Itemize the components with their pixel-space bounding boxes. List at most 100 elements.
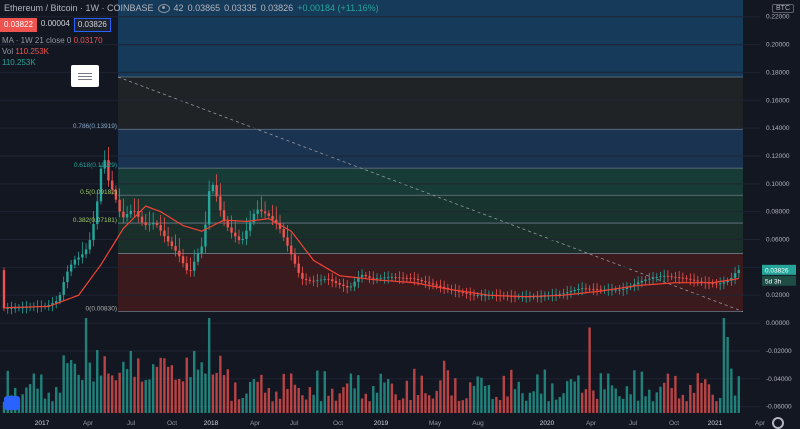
candle-body [323, 278, 326, 280]
time-tick: 2020 [540, 420, 555, 427]
volume-bar [92, 381, 95, 413]
time-tick: Apr [586, 420, 597, 427]
candle-body [472, 294, 476, 296]
volume-bar [286, 388, 289, 413]
candle-body [435, 284, 438, 286]
candle-body [401, 277, 405, 279]
candle-body [181, 256, 185, 264]
candle-body [122, 211, 125, 218]
candle-body [610, 289, 614, 291]
price-tick: 0.18000 [766, 69, 790, 76]
volume-bar [181, 381, 185, 413]
candle-body [375, 278, 379, 279]
volume-bar [659, 386, 662, 413]
volume-bar [480, 377, 483, 413]
candle-body [413, 278, 416, 280]
fib-band [118, 253, 743, 312]
candle-body [420, 280, 423, 282]
candle-body [319, 279, 323, 281]
eye-icon[interactable] [157, 3, 170, 13]
currency-badge[interactable]: BTC [772, 4, 794, 13]
volume-bar [129, 351, 133, 413]
volume-bar [636, 400, 640, 413]
volume-bar [614, 388, 617, 413]
candle-body [193, 261, 196, 271]
candle-body [148, 224, 151, 226]
volume-bar [689, 385, 692, 413]
volume-bar [413, 368, 416, 413]
candle-body [110, 180, 114, 190]
volume-bar [525, 400, 528, 413]
volume-bar [394, 394, 397, 413]
candle-body [293, 254, 297, 264]
volume-bar [263, 392, 267, 413]
volume-bar [562, 393, 565, 413]
volume-bar [241, 398, 244, 413]
volume-bar [633, 370, 636, 413]
volume-bar [551, 383, 554, 413]
candle-body [178, 250, 181, 257]
buy-button[interactable]: 0.03826 [73, 18, 111, 32]
volume-bar [166, 366, 170, 413]
volume-bar [21, 394, 24, 413]
volume-bar [428, 395, 431, 413]
candle-body [125, 214, 129, 218]
volume-bar [137, 358, 140, 413]
volume-bar [390, 383, 394, 413]
candle-body [103, 160, 106, 169]
volume-bar [55, 387, 58, 413]
volume-bar [207, 318, 211, 413]
candle-body [562, 293, 565, 295]
volume-bar [618, 396, 621, 413]
volume-bar [442, 360, 446, 413]
volume-bar [364, 393, 368, 413]
volume-bar [159, 357, 162, 413]
volume-bar [170, 365, 174, 413]
volume-bar [360, 398, 364, 413]
logo-icon[interactable] [4, 396, 20, 410]
price-tick: -0.02000 [766, 348, 792, 355]
candle-body [159, 225, 162, 231]
volume-bar [726, 337, 729, 413]
volume-bar [651, 401, 655, 413]
price-tick: 0.22000 [766, 14, 790, 21]
candle-body [584, 288, 588, 290]
ma-legend[interactable]: MA · 1W 21 close 0 0.03170 [2, 36, 103, 45]
volume-bar [566, 381, 569, 413]
volume-bar [152, 364, 155, 413]
candle-body [595, 289, 599, 291]
vol-legend-2[interactable]: 110.253K [2, 58, 36, 67]
candle-body [17, 307, 21, 309]
candle-body [256, 209, 259, 214]
symbol-title[interactable]: Ethereum / Bitcoin · 1W · COINBASE [4, 3, 154, 13]
candle-body [360, 274, 364, 278]
volume-bar [357, 375, 360, 413]
volume-bar [319, 401, 323, 413]
price-tick: 0.14000 [766, 125, 790, 132]
volume-bar [711, 394, 714, 413]
candle-body [88, 240, 91, 250]
sell-button[interactable]: 0.03822 [0, 18, 37, 32]
ohlc-low: 0.03335 [224, 3, 257, 13]
candle-body [428, 282, 431, 284]
volume-bar [155, 366, 159, 413]
candle-body [677, 277, 681, 279]
candle-body [118, 199, 121, 212]
candle-body [357, 277, 360, 282]
volume-bar [174, 379, 177, 413]
candle-body [469, 293, 472, 295]
volume-bar [450, 395, 453, 413]
menu-icon[interactable] [71, 65, 99, 87]
gear-icon[interactable] [772, 417, 784, 429]
vol-legend[interactable]: Vol 110.253K [2, 47, 49, 56]
moving-average [3, 205, 739, 309]
candle-body [331, 279, 334, 282]
last-price-label: 0.03826 [765, 267, 789, 274]
candle-body [189, 270, 192, 271]
volume-bar [472, 385, 476, 413]
symbol-header: Ethereum / Bitcoin · 1W · COINBASE 42 0.… [0, 0, 379, 16]
volume-bar [607, 373, 610, 413]
vol-legend-value: 110.253K [15, 47, 50, 56]
volume-bar [185, 357, 188, 413]
